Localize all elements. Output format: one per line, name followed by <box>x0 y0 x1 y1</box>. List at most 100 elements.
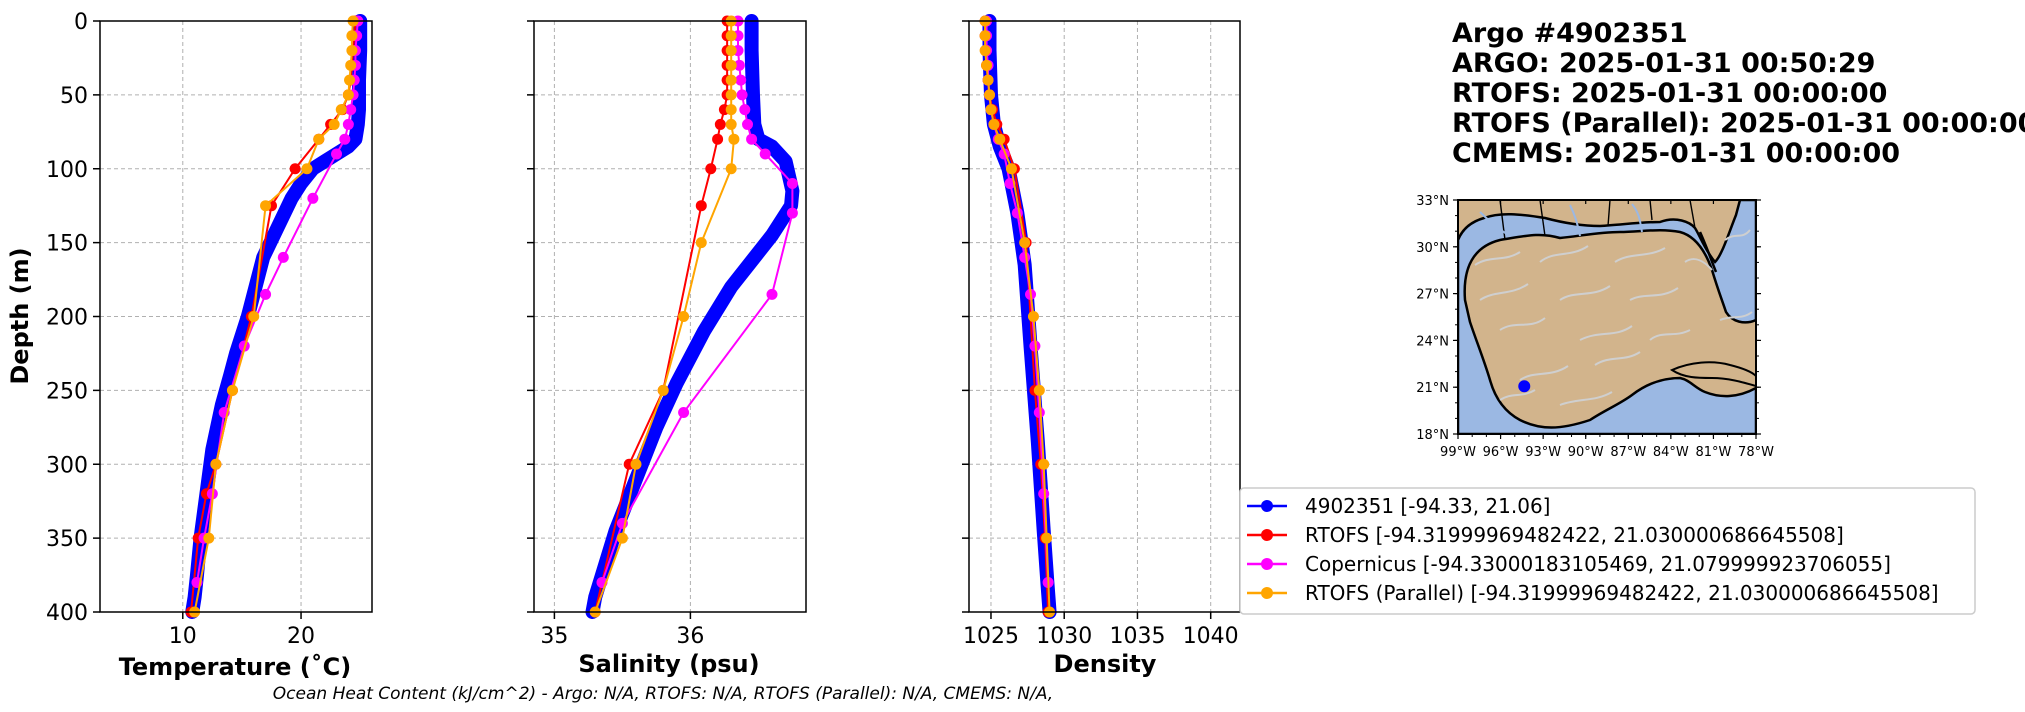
streamline <box>1579 325 1633 341</box>
series-copernicus-point <box>746 133 758 145</box>
y-tick-label: 300 <box>46 453 88 478</box>
temperature-axis-label: Temperature (˚C) <box>119 653 352 681</box>
legend-swatch-marker <box>1261 500 1273 512</box>
streamline <box>1499 317 1546 331</box>
series-parallel-line <box>193 20 355 613</box>
legend-label: RTOFS (Parallel) [-94.31999969482422, 21… <box>1305 581 1939 605</box>
map-frame <box>1457 199 1757 435</box>
series-copernicus-point <box>342 118 354 130</box>
legend-label: RTOFS [-94.31999969482422, 21.0300006866… <box>1305 523 1844 547</box>
map-x-tick-label: 93°W <box>1525 445 1561 460</box>
map-x-tick-label: 90°W <box>1568 445 1604 460</box>
series-parallel-point <box>345 59 357 71</box>
series-parallel-point <box>630 458 642 470</box>
series-copernicus-point <box>260 288 272 300</box>
series-parallel-point <box>984 89 996 101</box>
series-parallel-point <box>988 118 1000 130</box>
series-parallel-point <box>344 74 356 86</box>
series-parallel-point <box>725 30 737 42</box>
map-florida-coast <box>1698 231 1718 273</box>
series-parallel-point <box>1038 458 1050 470</box>
series-parallel-point <box>248 311 260 322</box>
y-tick-label: 0 <box>74 10 88 35</box>
series-rtofs-point <box>695 200 707 212</box>
streamline <box>1649 329 1691 341</box>
x-tick-label: 20 <box>287 624 315 649</box>
series-parallel-line <box>984 21 1051 613</box>
series-parallel-point <box>725 59 737 71</box>
grid <box>100 20 372 613</box>
map-x-tick-label: 99°W <box>1440 445 1476 460</box>
legend: 4902351 [-94.33, 21.06] RTOFS [-94.319999… <box>1239 487 1976 615</box>
series-parallel-point <box>335 104 347 116</box>
series-group <box>585 14 800 619</box>
streamline <box>1719 311 1753 321</box>
series-copernicus-point <box>739 104 751 116</box>
series-rtofs-point <box>712 133 724 145</box>
series-copernicus-point <box>1033 407 1045 419</box>
header-cmems-time: CMEMS: 2025-01-31 00:00:00 <box>1452 138 1900 169</box>
series-group <box>979 14 1057 619</box>
streamline <box>1559 391 1613 406</box>
series-parallel-point <box>985 104 997 116</box>
streamline <box>1519 365 1569 381</box>
density-panel: 1025 1030 1035 1040 <box>962 14 1241 649</box>
streamline <box>1479 283 1529 301</box>
map-gulf-water <box>1458 200 1756 434</box>
series-parallel-point <box>342 89 354 101</box>
series-rtofs-point <box>714 118 726 130</box>
map-ticks: 99°W 96°W 93°W 90°W 87°W 84°W 81°W 78°W 33°N 30°N… <box>1416 194 1774 460</box>
streamline <box>1629 287 1679 301</box>
streamline <box>1539 245 1589 263</box>
y-tick-label: 250 <box>46 379 88 404</box>
x-tick-label: 1030 <box>1036 624 1092 649</box>
series-parallel-point <box>725 118 737 130</box>
series-copernicus-point <box>735 74 747 86</box>
map-y-tick-label: 21°N <box>1416 381 1449 396</box>
grid <box>534 20 806 613</box>
map-y-tick-label: 18°N <box>1416 428 1449 443</box>
y-tick-label: 150 <box>46 232 88 257</box>
series-parallel-line <box>594 21 735 613</box>
series-parallel-point <box>1027 311 1039 322</box>
series-parallel-point <box>725 45 737 57</box>
y-tick-label: 100 <box>46 158 88 183</box>
series-parallel-point <box>616 532 628 544</box>
streamline <box>1474 251 1521 266</box>
series-parallel-point <box>346 45 358 57</box>
series-copernicus-point <box>345 104 357 116</box>
series-parallel-point <box>728 133 740 145</box>
series-parallel-point <box>994 133 1006 145</box>
series-argo-line <box>585 14 800 619</box>
series-parallel-point <box>725 104 737 116</box>
map-y-tick-label: 24°N <box>1416 334 1449 349</box>
map-y-tick-label: 30°N <box>1416 241 1449 256</box>
series-parallel-point <box>1041 532 1053 544</box>
x-tick-label: 1025 <box>963 624 1019 649</box>
series-parallel-point <box>979 30 991 42</box>
map-streamlines <box>1474 229 1753 406</box>
location-map: 99°W 96°W 93°W 90°W 87°W 84°W 81°W 78°W 33°N 30°N… <box>1416 194 1774 460</box>
x-tick-label: 35 <box>540 624 568 649</box>
x-tick-label: 36 <box>676 624 704 649</box>
series-copernicus-point <box>277 251 289 263</box>
salinity-panel: 35 36 <box>527 14 807 649</box>
header-argo-id: Argo #4902351 <box>1452 18 1688 49</box>
ohc-footer: Ocean Heat Content (kJ/cm^2) - Argo: N/A… <box>273 684 1053 704</box>
series-copernicus-point <box>1038 488 1050 500</box>
series-parallel-point <box>328 118 340 130</box>
streamline <box>1724 229 1751 241</box>
series-parallel-point <box>981 59 993 71</box>
series-copernicus-point <box>1019 251 1031 263</box>
y-tick-label: 400 <box>46 601 88 626</box>
series-parallel-point <box>979 45 991 57</box>
legend-swatch-marker <box>1261 558 1273 570</box>
streamline <box>1684 258 1713 271</box>
series-parallel-point <box>1033 384 1045 396</box>
map-rivers <box>1479 203 1643 237</box>
map-y-tick-label: 33°N <box>1416 194 1449 209</box>
series-copernicus-point <box>331 148 343 160</box>
series-copernicus-line <box>195 20 359 583</box>
